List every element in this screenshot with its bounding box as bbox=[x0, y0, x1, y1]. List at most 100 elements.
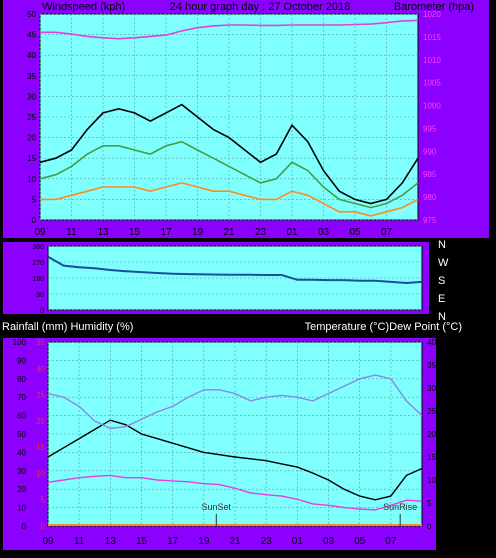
temperature-tick-label: 15 bbox=[427, 453, 436, 462]
humidity-tick-label: 40 bbox=[17, 448, 26, 457]
direction-tick-label: 270 bbox=[32, 260, 44, 267]
time-tick-label: 03 bbox=[323, 536, 335, 547]
windspeed-tick-label: 15 bbox=[27, 154, 36, 163]
series-line bbox=[47, 419, 423, 501]
temperature-tick-label: 0 bbox=[427, 522, 432, 531]
windspeed-tick-label: 5 bbox=[32, 195, 37, 204]
humidity-tick-label: 100 bbox=[13, 338, 27, 347]
time-tick-label: 21 bbox=[229, 536, 241, 547]
direction-series bbox=[47, 255, 423, 285]
direction-tick-label: 0 bbox=[40, 308, 44, 315]
direction-tick-label: 180 bbox=[32, 276, 44, 283]
barometer-tick-label: 1020 bbox=[423, 10, 441, 19]
time-tick-label: 01 bbox=[286, 227, 298, 238]
barometer-tick-label: 1000 bbox=[423, 102, 441, 111]
compass-label: W bbox=[438, 257, 449, 269]
time-tick-label: 07 bbox=[385, 536, 397, 547]
humidity-tick-label: 90 bbox=[17, 356, 26, 365]
annotation-label: SunRise bbox=[383, 502, 417, 512]
windspeed-tick-label: 0 bbox=[32, 216, 37, 225]
humidity-tick-label: 20 bbox=[17, 485, 26, 494]
barometer-tick-label: 1010 bbox=[423, 56, 441, 65]
time-tick-label: 15 bbox=[136, 536, 148, 547]
series-line bbox=[47, 474, 423, 511]
windspeed-axis-label: Windspeed (kph) bbox=[42, 1, 125, 13]
windspeed-tick-label: 20 bbox=[27, 134, 36, 143]
temperature-tick-label: 25 bbox=[427, 407, 436, 416]
time-tick-label: 19 bbox=[198, 536, 210, 547]
time-tick-label: 05 bbox=[354, 536, 366, 547]
rainfall-tick-label: 20 bbox=[36, 417, 45, 426]
barometer-ticks: 975 980 985 990 995 1000 1005 1010 1015 1020 bbox=[423, 10, 441, 225]
time-ticks: 11 13 15 17 19 21 23 01 03 05 07 09 bbox=[42, 536, 396, 547]
time-tick-label: 17 bbox=[167, 536, 179, 547]
time-tick-label: 11 bbox=[74, 536, 85, 547]
temperature-ticks: 0 5 10 15 20 25 30 35 40 bbox=[427, 338, 436, 531]
time-ticks: 11 13 15 17 19 21 23 01 03 05 07 09 bbox=[34, 227, 392, 238]
time-tick-label: 13 bbox=[105, 536, 117, 547]
time-tick-label: 23 bbox=[261, 536, 273, 547]
temperature-tick-label: 30 bbox=[427, 384, 436, 393]
barometer-tick-label: 985 bbox=[423, 170, 437, 179]
time-tick-label: 01 bbox=[292, 536, 304, 547]
barometer-tick-label: 1005 bbox=[423, 79, 441, 88]
time-tick-label: 21 bbox=[223, 227, 235, 238]
rainfall-tick-label: 15 bbox=[36, 443, 45, 452]
time-tick-label: 19 bbox=[192, 227, 204, 238]
humidity-tick-label: 30 bbox=[17, 467, 26, 476]
sun-annotations: SunSet SunRise bbox=[202, 502, 417, 526]
compass-label: S bbox=[438, 275, 445, 287]
time-tick-label: 09 bbox=[42, 536, 54, 547]
compass-label: N bbox=[438, 239, 446, 251]
wind-barometer-panel: Windspeed (kph) 24 hour graph day : 27 O… bbox=[3, 0, 489, 238]
windspeed-tick-label: 40 bbox=[27, 51, 36, 60]
windspeed-tick-label: 35 bbox=[27, 72, 36, 81]
compass-label: E bbox=[438, 293, 445, 305]
temperature-tick-label: 40 bbox=[427, 338, 436, 347]
humidity-tick-label: 10 bbox=[17, 504, 26, 513]
compass-label: N bbox=[438, 311, 446, 323]
series-line bbox=[40, 182, 419, 217]
rainfall-tick-label: 10 bbox=[36, 469, 45, 478]
time-tick-label: 15 bbox=[129, 227, 141, 238]
barometer-tick-label: 980 bbox=[423, 193, 437, 202]
direction-ticks: 0 90 180 270 360 bbox=[32, 244, 44, 315]
humidity-tick-label: 50 bbox=[17, 430, 26, 439]
rain-humidity-axis-label: Rainfall (mm) Humidity (%) bbox=[2, 321, 133, 333]
time-tick-label: 13 bbox=[97, 227, 109, 238]
series-line bbox=[39, 103, 419, 205]
humidity-tick-label: 80 bbox=[17, 375, 26, 384]
time-tick-label: 05 bbox=[349, 227, 361, 238]
time-tick-label: 09 bbox=[34, 227, 46, 238]
rainfall-tick-label: 35 bbox=[36, 338, 45, 347]
windspeed-tick-label: 50 bbox=[27, 10, 36, 19]
annotation-label: SunSet bbox=[202, 502, 232, 512]
series-line bbox=[47, 255, 423, 285]
windspeed-tick-label: 25 bbox=[27, 113, 36, 122]
series-line bbox=[47, 374, 423, 430]
windspeed-tick-label: 30 bbox=[27, 92, 36, 101]
barometer-axis-label: Barometer (hpa) bbox=[394, 1, 474, 13]
temperature-axis-label: Temperature (°C)Dew Point (°C) bbox=[305, 321, 462, 333]
humidity-tick-label: 70 bbox=[17, 393, 26, 402]
temperature-series bbox=[47, 374, 423, 526]
humidity-tick-label: 60 bbox=[17, 412, 26, 421]
chart-title: 24 hour graph day : 27 October 2018 bbox=[170, 1, 350, 13]
time-tick-label: 23 bbox=[255, 227, 267, 238]
temperature-tick-label: 5 bbox=[427, 499, 432, 508]
direction-tick-label: 90 bbox=[36, 292, 44, 299]
humidity-ticks: 0 10 20 30 40 50 60 70 80 90 100 bbox=[13, 338, 27, 531]
plot-area bbox=[47, 245, 423, 311]
time-tick-label: 11 bbox=[66, 227, 77, 238]
barometer-tick-label: 990 bbox=[423, 147, 437, 156]
temperature-tick-label: 20 bbox=[427, 430, 436, 439]
windspeed-tick-label: 10 bbox=[27, 175, 36, 184]
rainfall-tick-label: 25 bbox=[36, 391, 45, 400]
rainfall-tick-label: 0 bbox=[41, 522, 46, 531]
barometer-tick-label: 995 bbox=[423, 124, 437, 133]
time-tick-label: 17 bbox=[160, 227, 172, 238]
windspeed-ticks: 0 5 10 15 20 25 30 35 40 45 50 bbox=[27, 10, 36, 225]
rainfall-tick-label: 30 bbox=[36, 364, 45, 373]
